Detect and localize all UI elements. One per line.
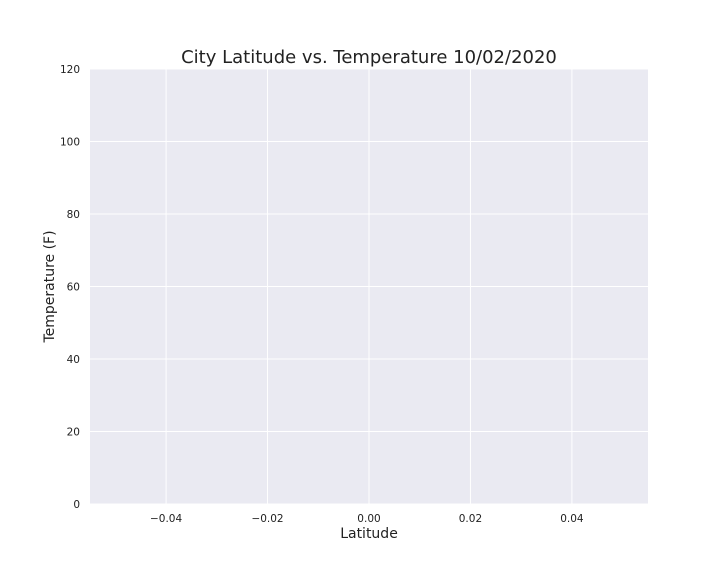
x-tick-label: 0.00 [357,513,380,525]
y-axis-label: Temperature (F) [42,230,58,343]
x-tick-label: −0.04 [150,513,182,525]
x-axis-label: Latitude [340,526,398,542]
chart-title: City Latitude vs. Temperature 10/02/2020 [181,47,557,68]
tick-labels: −0.04 −0.02 0.00 0.02 0.04 0 20 40 60 80 100 120 [60,64,584,525]
y-tick-label: 20 [67,427,80,439]
y-tick-label: 60 [67,282,80,294]
x-tick-label: 0.04 [560,513,584,525]
y-tick-label: 0 [73,499,80,511]
x-tick-label: 0.02 [459,513,482,525]
y-tick-label: 120 [60,64,80,76]
x-tick-label: −0.02 [251,513,283,525]
y-tick-label: 100 [60,137,80,149]
y-tick-label: 80 [67,209,80,221]
grid-lines [90,68,648,505]
y-tick-label: 40 [67,354,80,366]
